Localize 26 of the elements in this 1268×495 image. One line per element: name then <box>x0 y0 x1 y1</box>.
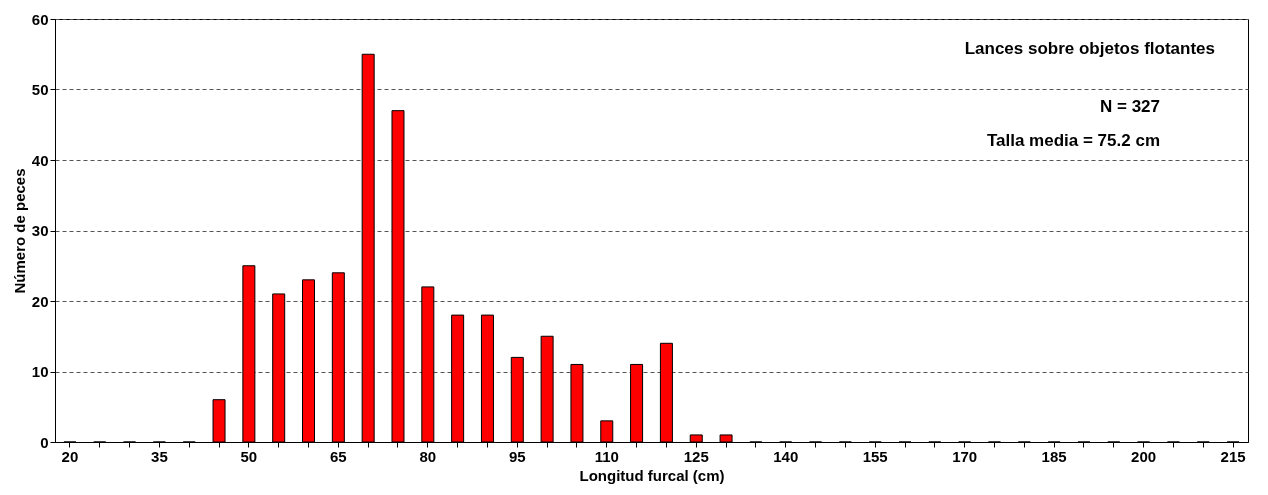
y-tick-label: 0 <box>40 433 49 451</box>
annotation: Lances sobre objetos flotantes <box>964 39 1215 58</box>
x-tick-label: 140 <box>773 447 799 465</box>
x-tick-label: 185 <box>1041 447 1067 465</box>
x-tick-label: 50 <box>240 447 258 465</box>
x-tick-label: 215 <box>1220 447 1246 465</box>
y-tick-label: 60 <box>31 10 49 28</box>
y-tick-label: 40 <box>31 151 49 169</box>
x-tick-label: 20 <box>61 447 79 465</box>
y-tick-label: 50 <box>31 81 49 98</box>
x-tick-label: 35 <box>151 447 168 465</box>
x-tick-label: 95 <box>508 447 526 465</box>
annotation: N = 327 <box>1099 97 1160 116</box>
y-tick-label: 20 <box>31 292 49 310</box>
x-tick-label: 80 <box>419 447 437 465</box>
x-tick-label: 155 <box>862 447 888 465</box>
y-axis-title: Número de peces <box>10 168 28 294</box>
x-tick-label: 110 <box>594 447 619 465</box>
x-tick-label: 65 <box>329 447 347 465</box>
x-axis-title: Longitud furcal (cm) <box>579 466 725 484</box>
x-tick-label: 125 <box>683 447 709 465</box>
x-tick-label: 170 <box>952 447 978 465</box>
y-tick-label: 10 <box>31 363 49 380</box>
y-tick-label: 30 <box>31 222 49 239</box>
x-tick-label: 200 <box>1131 447 1157 465</box>
annotation: Talla media = 75.2 cm <box>986 131 1160 150</box>
